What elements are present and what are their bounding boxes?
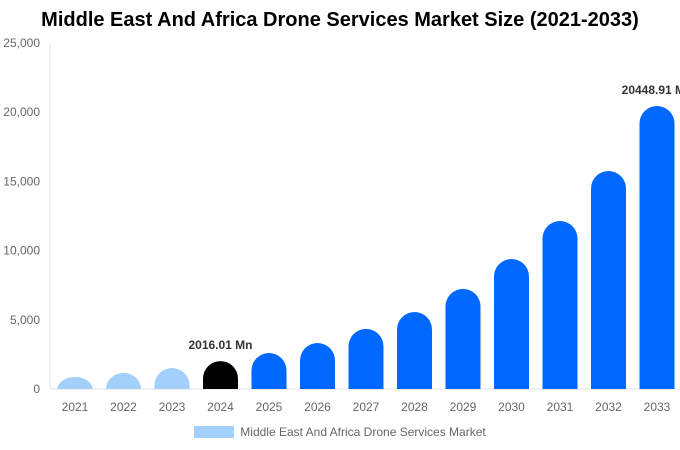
bar-2022 — [106, 372, 141, 389]
bar-2030 — [494, 259, 529, 389]
x-tick-label: 2028 — [401, 400, 428, 414]
legend: Middle East And Africa Drone Services Ma… — [0, 425, 680, 439]
x-tick-label: 2031 — [547, 400, 574, 414]
bar-2027 — [348, 328, 384, 389]
chart-title: Middle East And Africa Drone Services Ma… — [41, 9, 639, 31]
x-tick-label: 2033 — [644, 400, 671, 414]
bar-2033 — [639, 105, 675, 389]
x-tick-label: 2022 — [110, 400, 137, 414]
y-tick-label: 5,000 — [10, 313, 40, 327]
legend-label: Middle East And Africa Drone Services Ma… — [240, 425, 486, 439]
x-tick-label: 2021 — [62, 400, 89, 414]
bar-2024 — [203, 361, 238, 389]
x-tick-label: 2025 — [256, 400, 283, 414]
legend-swatch — [194, 426, 235, 438]
x-tick-label: 2024 — [207, 400, 234, 414]
data-label: 20448.91 Mn — [622, 83, 680, 97]
x-tick-label: 2027 — [353, 400, 380, 414]
x-tick-label: 2026 — [304, 400, 331, 414]
bar-2032 — [591, 171, 626, 389]
bar-2026 — [300, 343, 335, 389]
bar-2028 — [397, 312, 432, 389]
bar-2023 — [154, 367, 190, 389]
y-tick-label: 15,000 — [3, 174, 40, 188]
x-tick-label: 2029 — [450, 400, 477, 414]
y-tick-label: 0 — [33, 382, 40, 396]
bar-2021 — [57, 376, 93, 389]
y-tick-label: 20,000 — [3, 105, 40, 119]
bar-2025 — [251, 353, 287, 389]
y-tick-label: 10,000 — [3, 244, 40, 258]
x-tick-label: 2032 — [595, 400, 622, 414]
data-label: 2016.01 Mn — [188, 338, 252, 352]
bar-2031 — [542, 220, 578, 389]
x-tick-label: 2023 — [159, 400, 186, 414]
bar-2029 — [445, 288, 481, 389]
y-tick-label: 25,000 — [3, 36, 40, 50]
x-tick-label: 2030 — [498, 400, 525, 414]
